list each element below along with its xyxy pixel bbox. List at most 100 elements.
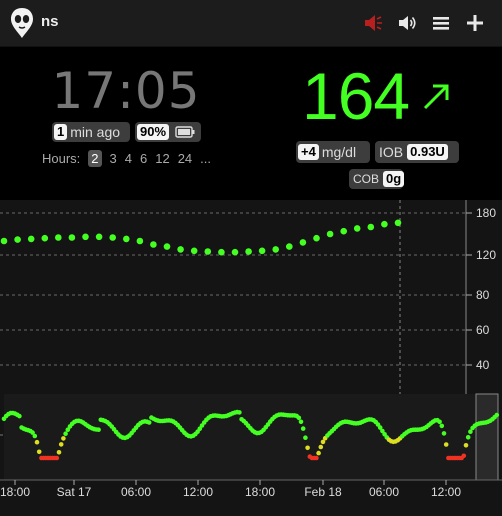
alarm-speaker-icon[interactable] <box>362 12 384 34</box>
overview-point <box>58 442 64 447</box>
bg-reading-point[interactable] <box>367 223 375 231</box>
hours-option-12[interactable]: 12 <box>155 151 170 166</box>
overview-point <box>441 431 447 436</box>
overview-point <box>463 443 469 448</box>
bg-reading-point[interactable] <box>394 219 402 227</box>
main-chart-points <box>0 219 402 256</box>
overview-point <box>443 442 449 447</box>
overview-point <box>461 453 467 459</box>
bg-reading-point[interactable] <box>231 248 239 256</box>
overview-point <box>61 436 66 441</box>
hours-option-more[interactable]: ... <box>200 151 212 166</box>
bg-reading-point[interactable] <box>27 235 35 243</box>
battery-percent: 90% <box>137 124 170 140</box>
overview-point <box>36 449 42 455</box>
overview-point <box>63 431 68 436</box>
bg-reading-point[interactable] <box>190 247 198 255</box>
bg-reading-point[interactable] <box>150 241 157 248</box>
overview-point <box>439 423 445 429</box>
overview-point <box>146 420 152 425</box>
bg-value: 164 <box>302 59 410 133</box>
overview-point <box>465 435 471 440</box>
cob-label: COB <box>353 172 380 186</box>
hours-option-24[interactable]: 24 <box>177 151 193 166</box>
overview-point <box>296 415 302 421</box>
overview-x-tick-label: Feb 18 <box>304 485 342 499</box>
overview-x-tick-label: 12:00 <box>431 485 461 499</box>
battery-icon <box>175 126 195 138</box>
bg-reading-point[interactable] <box>163 243 171 250</box>
bg-reading-point[interactable] <box>14 236 21 243</box>
bg-reading-point[interactable] <box>272 246 280 253</box>
bg-reading-point[interactable] <box>299 239 307 246</box>
overview-point <box>17 413 22 419</box>
bg-reading-point[interactable] <box>82 233 89 241</box>
overview-point <box>318 444 324 450</box>
hours-option-3[interactable]: 3 <box>109 151 117 166</box>
iob-pill[interactable]: IOB 0.93U <box>375 141 459 163</box>
y-tick-label: 180 <box>476 206 496 220</box>
bg-reading-point[interactable] <box>286 243 293 250</box>
overview-x-tick-label: 18:00 <box>245 485 275 499</box>
minutes-ago-value: 1 <box>54 124 68 140</box>
bg-reading-point[interactable] <box>313 234 320 242</box>
overview-x-tick-label: 06:00 <box>369 485 399 499</box>
overview-point <box>320 439 326 445</box>
overview-point <box>300 426 306 431</box>
bg-reading-point[interactable] <box>326 230 334 238</box>
bg-reading-point[interactable] <box>177 246 184 253</box>
top-bar: ns <box>0 0 502 47</box>
brush-area[interactable] <box>4 394 476 480</box>
bg-reading-point[interactable] <box>109 234 116 241</box>
bg-reading-point[interactable] <box>204 248 212 255</box>
menu-icon[interactable] <box>430 12 452 34</box>
volume-icon[interactable] <box>396 12 418 34</box>
y-tick-label: 40 <box>476 358 490 372</box>
main-chart-yaxis: 180 120 80 60 40 <box>466 206 496 372</box>
overview-point <box>197 426 203 431</box>
bg-reading-point[interactable] <box>55 234 62 241</box>
overview-point <box>437 419 442 425</box>
bg-delta-unit: mg/dl <box>321 144 357 160</box>
bg-delta-value: +4 <box>298 144 319 160</box>
current-time: 17:05 <box>51 62 201 120</box>
last-reading-age: 1 min ago <box>52 122 130 142</box>
overview-point <box>316 450 321 456</box>
bg-reading-point[interactable] <box>381 220 388 228</box>
hours-option-6[interactable]: 6 <box>140 151 148 166</box>
cob-pill[interactable]: COB 0g <box>349 169 405 189</box>
bg-reading-point[interactable] <box>340 227 348 235</box>
overview-point <box>468 429 473 434</box>
bg-reading-point[interactable] <box>95 233 103 241</box>
overview-x-tick-label: Sat 17 <box>57 485 92 499</box>
overview-point <box>237 410 242 415</box>
bg-reading-point[interactable] <box>68 234 76 241</box>
overview-x-tick-label: 18:00 <box>0 485 30 499</box>
hours-option-4[interactable]: 4 <box>124 151 132 166</box>
overview-point <box>32 433 38 439</box>
bg-reading-point[interactable] <box>353 225 361 232</box>
minutes-ago-label: min ago <box>70 124 121 140</box>
y-tick-label: 120 <box>476 248 496 262</box>
add-icon[interactable] <box>464 12 486 34</box>
overview-x-tick-label: 12:00 <box>183 485 213 499</box>
bg-reading-point[interactable] <box>41 234 49 242</box>
bg-reading-point[interactable] <box>123 235 130 243</box>
overview-point <box>65 427 71 432</box>
hours-option-2[interactable]: 2 <box>88 150 102 167</box>
overview-point <box>54 455 60 461</box>
bg-reading-point[interactable] <box>0 237 8 245</box>
overview-point <box>303 435 308 440</box>
bg-reading-point[interactable] <box>245 248 252 255</box>
bg-reading-point[interactable] <box>136 237 144 245</box>
bg-reading-point[interactable] <box>218 248 225 256</box>
hours-selector: Hours: 2 3 4 6 12 24 ... <box>42 150 211 167</box>
overview-chart-xaxis: 18:00 Sat 17 06:00 12:00 18:00 Feb 18 06:00 12:… <box>0 480 461 499</box>
arrow-up-right-icon <box>423 84 449 110</box>
app-name[interactable]: ns <box>41 13 59 30</box>
bg-reading-point[interactable] <box>258 247 266 255</box>
brush-handle[interactable] <box>475 393 499 481</box>
iob-label: IOB <box>379 144 404 160</box>
y-tick-label: 60 <box>476 323 490 337</box>
